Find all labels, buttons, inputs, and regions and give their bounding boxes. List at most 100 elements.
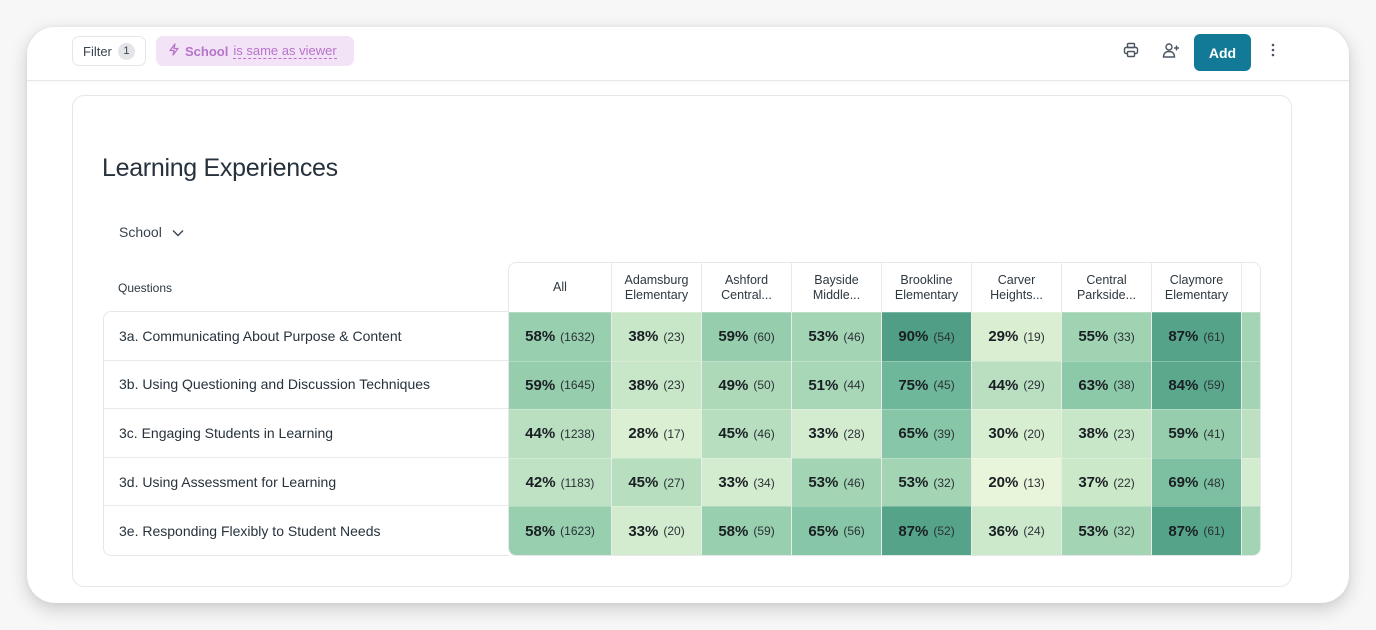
heatmap-cell[interactable]: 37% (22) [1062,457,1151,507]
heatmap-cell[interactable]: 90% (54) [882,312,971,361]
column-header[interactable]: Claymore Elementary [1164,272,1229,302]
cell-percent: 53% [808,474,839,492]
more-vertical-icon [1271,43,1275,62]
cell-percent: 84% [1168,376,1199,394]
cell-percent: 90% [898,328,929,346]
app-window: Filter 1 School is same as viewer [27,27,1349,603]
heatmap-cell[interactable]: 44% (29) [972,360,1061,410]
heatmap-cell[interactable]: 38% (23) [1062,409,1151,458]
cell-count: (44) [843,378,865,393]
group-by-dropdown[interactable]: School [119,224,184,240]
filter-label: Filter [83,43,112,59]
heatmap-cell[interactable]: 65% (39) [882,409,971,458]
heatmap-cell[interactable]: 87% (52) [882,506,971,555]
cell-count: (46) [843,329,865,344]
heatmap-cell[interactable]: 30% (20) [972,409,1061,458]
cell-count: (19) [1023,329,1045,344]
print-button[interactable] [1119,40,1143,64]
heatmap-cell[interactable]: 51% (44) [792,360,881,410]
question-row: 3c. Engaging Students in Learning [104,409,509,458]
question-row: 3b. Using Questioning and Discussion Tec… [104,361,509,410]
heatmap-cell[interactable]: 59% (1645) [509,360,611,410]
heatmap-cell[interactable]: 33% (28) [792,409,881,458]
filter-chip[interactable]: School is same as viewer [156,36,354,66]
heatmap-cell[interactable]: 38% (23) [612,312,701,361]
heatmap-cell[interactable]: 5 [1242,312,1260,361]
more-options-button[interactable] [1261,40,1285,64]
group-by-label: School [119,224,162,240]
heatmap-cell[interactable]: 45% (27) [612,457,701,507]
heatmap-cell[interactable]: 87% (61) [1152,506,1241,555]
questions-list: 3a. Communicating About Purpose & Conten… [103,311,509,556]
heatmap-cell[interactable]: 53% (32) [1062,506,1151,555]
heatmap-cell[interactable]: 33% (34) [702,457,791,507]
heatmap-cell[interactable]: 87% (61) [1152,312,1241,361]
heatmap-cell[interactable]: 53% (32) [882,457,971,507]
chevron-down-icon [172,224,184,240]
filter-chip-field: School [185,43,229,59]
heatmap-cell[interactable]: 42% (1183) [509,457,611,507]
heatmap-cell[interactable]: 49% (50) [702,360,791,410]
heatmap-cell[interactable]: 29% (19) [972,312,1061,361]
heatmap-column: Ashford Central... 59% (60) 49% (50) 45% (46) 3… [702,263,792,555]
cell-count: (1623) [560,524,595,539]
heatmap-cell[interactable]: 58% (59) [702,506,791,555]
cell-count: (20) [663,524,685,539]
heatmap-cell[interactable]: 58% (1623) [509,506,611,555]
column-header[interactable]: All [553,280,567,294]
cell-percent: 38% [1078,425,1109,443]
cell-count: (22) [1113,475,1135,490]
cell-percent: 28% [628,425,659,443]
heatmap-cell[interactable]: 44% (1238) [509,409,611,458]
heatmap-cell[interactable]: 53% (46) [792,312,881,361]
heatmap-cell[interactable]: 75% (45) [882,360,971,410]
heatmap-cell[interactable]: 59% (41) [1152,409,1241,458]
column-header[interactable]: Carver Heights... [990,272,1043,302]
cell-count: (20) [1023,426,1045,441]
cell-percent: 59% [1168,425,1199,443]
add-button[interactable]: Add [1194,34,1251,71]
invite-user-button[interactable] [1159,40,1183,64]
column-header[interactable]: Bayside Middle... [812,272,861,302]
cell-count: (61) [1203,329,1225,344]
column-header[interactable]: Brookline Elementary [894,272,959,302]
cell-count: (33) [1113,329,1135,344]
heatmap-cell[interactable]: 38% (23) [612,360,701,410]
column-header[interactable]: Ashford Central... [721,272,772,302]
heatmap-cell[interactable]: 5 [1242,360,1260,410]
column-header[interactable]: F [1242,263,1260,312]
question-row: 3e. Responding Flexibly to Student Needs [119,522,381,539]
filter-button[interactable]: Filter 1 [72,36,146,66]
cell-count: (32) [1113,524,1135,539]
cell-count: (24) [1023,524,1045,539]
heatmap-grid[interactable]: All 58% (1632) 59% (1645) 44% (1238) 42% (1183) 5… [508,262,1261,556]
filter-chip-condition[interactable]: is same as viewer [233,42,337,59]
cell-percent: 51% [808,376,839,394]
heatmap-cell[interactable]: 63% (38) [1062,360,1151,410]
column-header[interactable]: Adamsburg Elementary [624,272,689,302]
heatmap-cell[interactable]: 84% (59) [1152,360,1241,410]
heatmap-cell[interactable]: 45% (46) [702,409,791,458]
cell-percent: 37% [1078,474,1109,492]
heatmap-cell[interactable]: 59% (60) [702,312,791,361]
heatmap-cell[interactable]: 3 [1242,457,1260,507]
column-header[interactable]: Central Parkside... [1076,272,1137,302]
cell-count: (48) [1203,475,1225,490]
heatmap-cell[interactable]: 20% (13) [972,457,1061,507]
heatmap-cell[interactable]: 4 [1242,409,1260,458]
heatmap-cell[interactable]: 55% (33) [1062,312,1151,361]
heatmap-cell[interactable]: 53% (46) [792,457,881,507]
heatmap-cell[interactable]: 36% (24) [972,506,1061,555]
cell-count: (27) [663,475,685,490]
cell-count: (1238) [560,426,595,441]
cell-count: (46) [753,426,775,441]
heatmap-cell[interactable]: 69% (48) [1152,457,1241,507]
heatmap-cell[interactable]: 5 [1242,506,1260,555]
heatmap-cell[interactable]: 33% (20) [612,506,701,555]
cell-percent: 53% [808,328,839,346]
heatmap-cell[interactable]: 58% (1632) [509,312,611,361]
heatmap-column: Carver Heights... 29% (19) 44% (29) 30% (20) 20… [972,263,1062,555]
heatmap-cell[interactable]: 28% (17) [612,409,701,458]
heatmap-cell[interactable]: 65% (56) [792,506,881,555]
cell-percent: 65% [808,522,839,540]
